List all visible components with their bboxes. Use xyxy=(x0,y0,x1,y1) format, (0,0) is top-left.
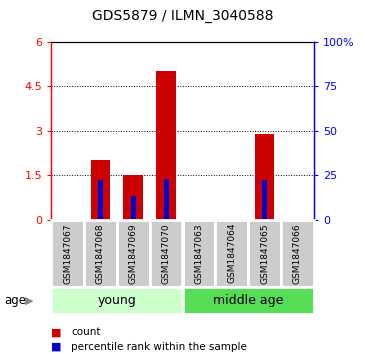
Text: ■: ■ xyxy=(51,342,62,352)
Bar xyxy=(150,220,182,287)
Text: GSM1847069: GSM1847069 xyxy=(129,223,138,284)
Bar xyxy=(51,220,84,287)
Bar xyxy=(117,220,150,287)
Text: GSM1847064: GSM1847064 xyxy=(227,223,236,284)
Text: GSM1847068: GSM1847068 xyxy=(96,223,105,284)
Text: middle age: middle age xyxy=(213,294,283,307)
Text: GDS5879 / ILMN_3040588: GDS5879 / ILMN_3040588 xyxy=(92,9,273,23)
Text: GSM1847063: GSM1847063 xyxy=(195,223,203,284)
Text: young: young xyxy=(97,294,136,307)
Bar xyxy=(182,287,314,314)
Text: GSM1847070: GSM1847070 xyxy=(162,223,170,284)
Bar xyxy=(123,175,143,220)
Bar xyxy=(255,134,274,220)
Text: percentile rank within the sample: percentile rank within the sample xyxy=(71,342,247,352)
Text: ■: ■ xyxy=(51,327,62,337)
Text: ▶: ▶ xyxy=(25,295,33,305)
Bar xyxy=(281,220,314,287)
Bar xyxy=(164,179,169,220)
Bar xyxy=(156,72,176,220)
Text: GSM1847065: GSM1847065 xyxy=(260,223,269,284)
Bar xyxy=(182,220,215,287)
Bar xyxy=(215,220,248,287)
Bar xyxy=(84,220,117,287)
Text: GSM1847067: GSM1847067 xyxy=(63,223,72,284)
Bar xyxy=(248,220,281,287)
Bar xyxy=(262,180,267,220)
Text: age: age xyxy=(5,294,27,307)
Text: GSM1847066: GSM1847066 xyxy=(293,223,302,284)
Bar xyxy=(98,180,103,220)
Bar xyxy=(131,196,136,220)
Bar xyxy=(91,160,110,220)
Text: count: count xyxy=(71,327,101,337)
Bar xyxy=(51,287,182,314)
